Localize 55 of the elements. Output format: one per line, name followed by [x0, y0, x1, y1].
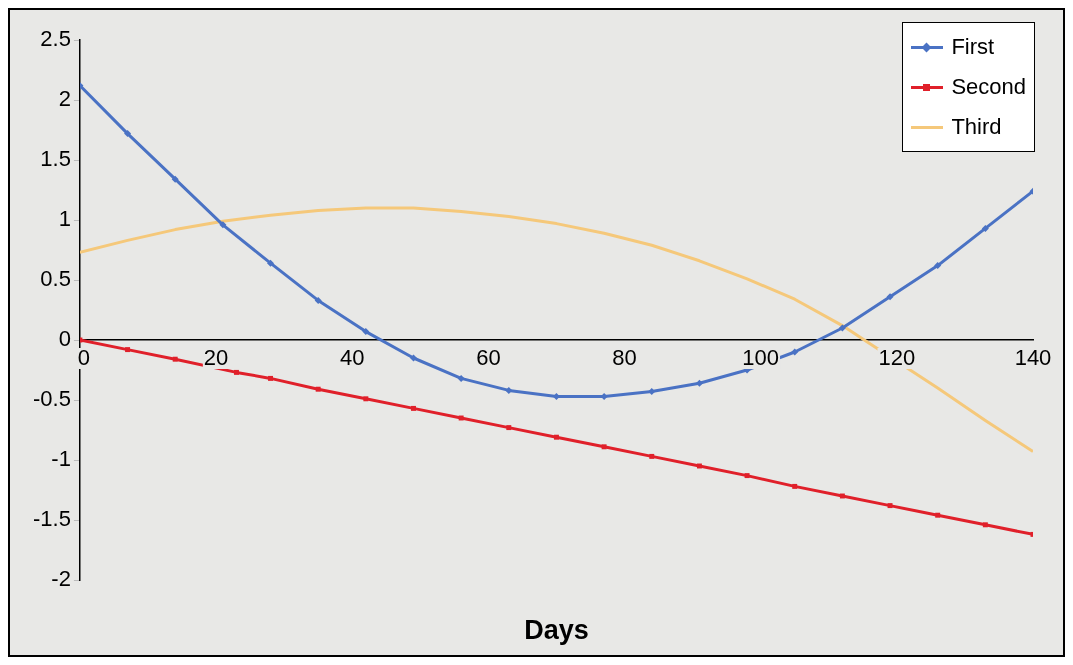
y-tick-label: 1 — [58, 206, 71, 232]
legend-label: Second — [951, 73, 1026, 101]
y-tick-label: -0.5 — [32, 386, 71, 412]
x-tick-label: 20 — [203, 345, 229, 371]
point — [125, 347, 131, 353]
point — [171, 175, 179, 183]
point — [506, 425, 512, 431]
point — [649, 453, 655, 459]
point — [838, 324, 846, 332]
x-tick-label: 60 — [476, 345, 501, 371]
point — [981, 224, 989, 232]
y-tick-label: 0.5 — [40, 266, 71, 292]
x-tick-label: 100 — [742, 345, 780, 371]
y-tick-label: 2 — [58, 86, 71, 112]
point — [267, 259, 275, 267]
point — [791, 348, 799, 356]
point — [935, 512, 941, 518]
x-tick-label: 0 — [77, 345, 91, 371]
point — [887, 503, 893, 509]
point — [505, 386, 513, 394]
point — [457, 374, 465, 382]
point — [886, 293, 894, 301]
point — [234, 369, 239, 375]
point — [792, 483, 798, 489]
point — [363, 396, 369, 402]
x-tick-label: 80 — [612, 345, 637, 371]
y-tick-label: -1 — [51, 446, 71, 472]
y-tick-label: 1.5 — [40, 146, 71, 172]
point — [744, 473, 750, 479]
point — [648, 388, 656, 396]
x-tick-label: 120 — [878, 345, 916, 371]
point — [268, 375, 273, 381]
point — [362, 328, 370, 336]
point — [172, 356, 178, 362]
legend-label: Third — [951, 113, 1002, 141]
x-tick-label: 140 — [1014, 345, 1052, 371]
y-tick-label: 0 — [58, 326, 71, 352]
legend-label: First — [951, 33, 995, 61]
point — [601, 444, 607, 450]
x-tick-label: 40 — [339, 345, 365, 371]
point — [411, 405, 416, 411]
point — [552, 392, 560, 400]
y-tick-label: -2 — [51, 566, 71, 592]
y-tick-label: 2.5 — [40, 26, 71, 52]
point — [315, 386, 321, 392]
point — [553, 434, 559, 440]
x-axis-title: Days — [524, 615, 589, 646]
point — [934, 262, 942, 270]
point — [982, 522, 988, 528]
point — [219, 221, 227, 229]
point — [409, 354, 417, 362]
point — [314, 296, 322, 304]
y-tick-label: -1.5 — [32, 506, 71, 532]
point — [695, 379, 703, 387]
point — [124, 130, 132, 138]
